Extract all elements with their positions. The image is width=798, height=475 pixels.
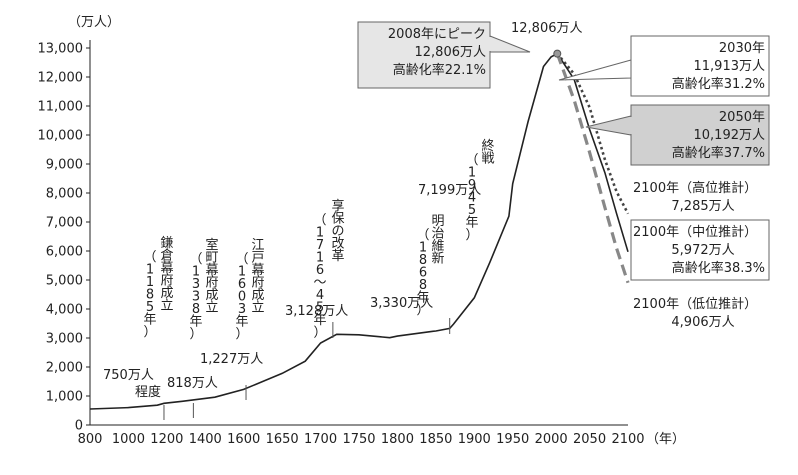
x-tick-label: 1650: [266, 432, 299, 447]
peak-callout-line-2: 12,806万人: [415, 45, 487, 60]
x-tick-label: 1750: [342, 432, 375, 447]
shusen-name-label: 終戦: [481, 138, 494, 167]
value-3330-label: 3,330万人: [370, 296, 433, 311]
value-1227-label: 1,227万人: [200, 352, 263, 367]
peak-marker: [553, 49, 562, 58]
peak-callout-box: [357, 21, 491, 89]
kyoho-name-label: 享保の改革: [331, 198, 344, 264]
kyoho-year-label: （1 7 1 6 〜 4 5 年）: [313, 213, 326, 341]
shusen-year-label: （1 9 4 5 年）: [465, 153, 478, 243]
high-projection-title: 2100年（高位推計）: [633, 180, 757, 196]
y2050-callout-line-1: 2050年: [719, 110, 765, 125]
x-tick-label: 800: [78, 432, 103, 447]
x-tick-label: 2100: [611, 432, 644, 447]
y-tick-label: 3,000: [46, 332, 83, 347]
value-7199-label: 7,199万人: [418, 183, 481, 198]
y-tick-label: 2,000: [46, 361, 83, 376]
axes: [86, 40, 628, 426]
series-high-projection-line: [556, 52, 630, 215]
value-750-suffix-label: 程度: [135, 384, 161, 400]
series-mid-projection-line: [556, 53, 629, 253]
y-tick-label: 7,000: [46, 216, 83, 231]
edo-name-label: 江戸幕府成立: [251, 238, 264, 316]
y2030-callout-line-2: 11,913万人: [694, 59, 766, 74]
kamakura-name-label: 鎌倉幕府成立: [160, 236, 173, 314]
peak-callout-line-3: 高齢化率22.1%: [393, 62, 486, 78]
meiji-name-label: 明治維新: [431, 214, 444, 267]
y-tick-label: 9,000: [46, 158, 83, 173]
x-tick-label: 1950: [496, 432, 529, 447]
low-projection-title: 2100年（低位推計）: [633, 296, 757, 312]
meiji-year-label: （1 8 6 8 年）: [416, 228, 429, 318]
value-750-label: 750万人: [103, 368, 154, 383]
y2050-callout-line-3: 高齢化率37.7%: [672, 145, 765, 161]
muromachi-year-label: （1 3 3 8 年）: [189, 252, 202, 342]
y2050-pointer: [585, 115, 632, 136]
y2030-pointer: [558, 59, 632, 81]
y-tick-label: 5,000: [46, 274, 83, 289]
y-tick-label: 4,000: [46, 303, 83, 318]
y2050-callout-box: [630, 104, 770, 166]
y-tick-label: 1,000: [46, 390, 83, 405]
y-tick-label: 11,000: [38, 100, 84, 115]
mid-projection-title: 2100年（中位推計）: [633, 224, 757, 240]
y-unit-label: （万人）: [68, 15, 120, 30]
x-tick-label: 1200: [150, 432, 183, 447]
y-tick-label: 13,000: [38, 42, 84, 57]
y-tick-label: 8,000: [46, 187, 83, 202]
mid-callout-box: [630, 219, 770, 281]
high-projection-value: 7,285万人: [671, 199, 734, 214]
peak-box-pointer: [489, 35, 531, 53]
x-tick-label: 2000: [535, 432, 568, 447]
y2030-callout-box: [630, 35, 770, 97]
x-tick-label: 1400: [189, 432, 222, 447]
x-tick-label: 1900: [458, 432, 491, 447]
mid-projection-value: 5,972万人: [671, 243, 734, 258]
y-tick-label: 6,000: [46, 245, 83, 260]
y2030-callout-line-1: 2030年: [719, 41, 765, 56]
value-3128-label: 3,128万人: [285, 304, 348, 319]
mid-projection-aging-rate: 高齢化率38.3%: [672, 260, 765, 276]
kamakura-year-label: （1 1 8 5 年）: [143, 250, 156, 340]
x-tick-label: 1800: [381, 432, 414, 447]
y-tick-label: 12,000: [38, 71, 84, 86]
series-low-projection-line: [555, 53, 630, 284]
tick-labels: 0 1,000 2,000 3,000 4,000 5,000 6,000 7,000 8,00…: [38, 15, 686, 447]
low-projection-value: 4,906万人: [671, 315, 734, 330]
value-818-label: 818万人: [167, 376, 218, 391]
series-lines: [89, 49, 630, 410]
y-tick-label: 10,000: [38, 129, 84, 144]
y-tick-label: 0: [75, 419, 83, 434]
x-tick-label: 1600: [227, 432, 260, 447]
y2050-callout-line-2: 10,192万人: [694, 128, 766, 143]
x-unit-label: （年）: [646, 432, 685, 447]
y2030-callout-line-3: 高齢化率31.2%: [672, 76, 765, 92]
x-tick-label: 1850: [419, 432, 452, 447]
x-tick-label: 1000: [112, 432, 145, 447]
peak-callout-line-1: 2008年にピーク: [388, 27, 486, 42]
x-tick-label: 2050: [573, 432, 606, 447]
muromachi-name-label: 室町幕府成立: [205, 237, 218, 316]
peak-value-label: 12,806万人: [511, 21, 583, 36]
edo-year-label: （1 6 0 3 年）: [235, 252, 248, 342]
event-annotations: 鎌倉幕府成立 （ 1 1 8 5 年） 室町幕府成立（ 1 3 3 8 年） 江戸幕府成立（ 1 6 0 3 年） 享…: [103, 21, 583, 420]
series-historical-line: [89, 52, 558, 410]
x-tick-label: 1700: [304, 432, 337, 447]
